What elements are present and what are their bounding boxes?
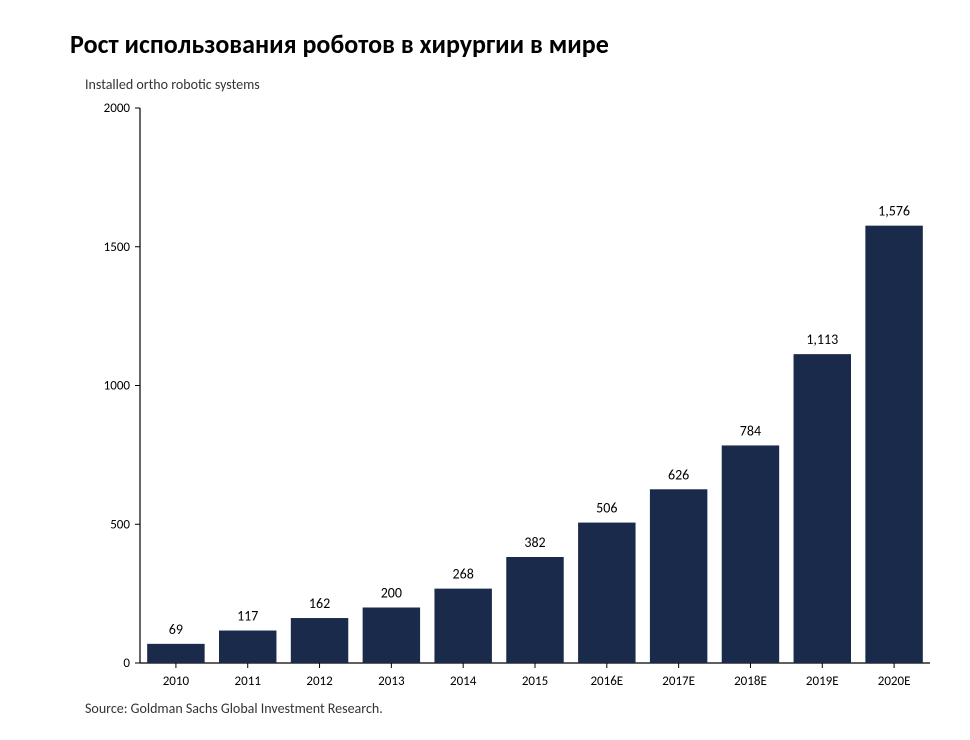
- y-tick-label: 0: [123, 656, 130, 671]
- x-tick-label: 2016E: [590, 674, 623, 689]
- bar-chart: 0 500 1000 1500 2000 69 2010 117 2011 162 2012 200 2…: [85, 98, 935, 698]
- x-tick-label: 2011: [235, 674, 261, 689]
- page: Рост использования роботов в хирургии в …: [0, 0, 970, 740]
- x-tick-label: 2012: [306, 674, 333, 689]
- bar: [722, 445, 779, 663]
- bar-value-label: 1,576: [878, 203, 910, 220]
- bar-value-label: 200: [381, 585, 402, 602]
- bar-value-label: 268: [453, 566, 474, 583]
- bar-value-label: 162: [309, 595, 330, 612]
- bar: [291, 618, 348, 663]
- x-tick-label: 2015: [522, 674, 548, 689]
- bar-value-label: 784: [740, 422, 761, 439]
- x-tick-label: 2010: [163, 674, 190, 689]
- x-tick-label: 2019E: [806, 674, 839, 689]
- bar: [219, 631, 276, 663]
- x-tick-label: 2017E: [662, 674, 695, 689]
- chart-subtitle: Installed ortho robotic systems: [85, 76, 260, 93]
- bar: [363, 608, 420, 664]
- chart-svg: 0 500 1000 1500 2000 69 2010 117 2011 162 2012 200 2…: [85, 98, 935, 698]
- bar-value-label: 626: [668, 466, 689, 483]
- x-tick-label: 2013: [378, 674, 405, 689]
- x-tick-label: 2018E: [734, 674, 767, 689]
- bar-value-label: 506: [596, 500, 617, 517]
- y-tick-label: 1000: [104, 379, 131, 394]
- y-tick-label: 1500: [104, 240, 131, 255]
- bar-value-label: 382: [524, 534, 545, 551]
- bar: [506, 557, 563, 663]
- source-text: Source: Goldman Sachs Global Investment …: [85, 700, 383, 717]
- bar-value-label: 1,113: [806, 331, 838, 348]
- bar: [434, 589, 491, 663]
- bar: [147, 644, 204, 663]
- bar: [865, 226, 922, 663]
- y-tick-label: 500: [110, 517, 130, 532]
- y-tick-label: 2000: [104, 101, 131, 116]
- bar: [794, 354, 851, 663]
- bar: [650, 489, 707, 663]
- x-tick-label: 2020E: [878, 674, 911, 689]
- page-title: Рост использования роботов в хирургии в …: [70, 28, 609, 60]
- bar-value-label: 117: [237, 608, 258, 625]
- bar-value-label: 69: [169, 621, 183, 638]
- x-tick-label: 2014: [450, 674, 477, 689]
- bar: [578, 523, 635, 663]
